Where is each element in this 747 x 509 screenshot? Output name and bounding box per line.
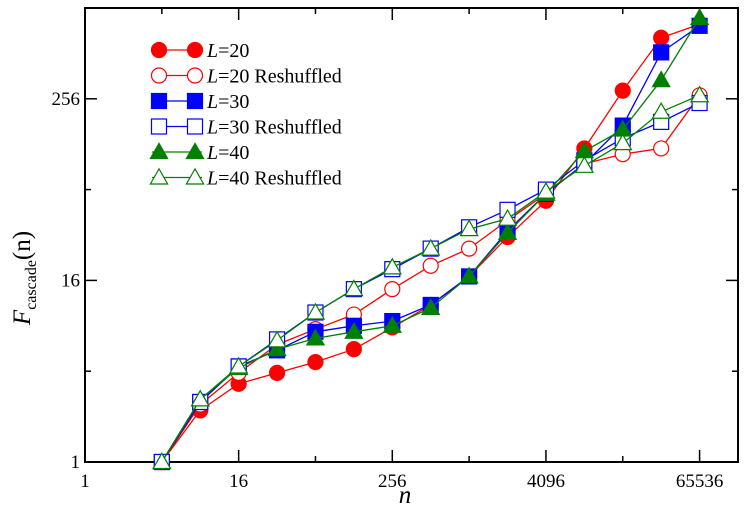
data-point — [382, 315, 402, 333]
y-tick-label: 1 — [71, 452, 81, 473]
data-point — [689, 85, 710, 103]
legend-label: L=30 Reshuffled — [206, 117, 342, 139]
data-point — [421, 238, 441, 256]
series-l-40-reshuffled — [152, 85, 710, 470]
data-point — [614, 82, 631, 99]
data-point — [653, 140, 670, 157]
data-point — [574, 155, 595, 173]
series-group — [152, 8, 710, 471]
data-point — [651, 101, 671, 119]
legend-label: L=40 Reshuffled — [206, 168, 342, 190]
data-point — [651, 70, 671, 88]
legend-item: L=40 — [149, 142, 249, 164]
legend-item: L=40 Reshuffled — [149, 167, 342, 190]
legend-item: L=20 — [150, 40, 249, 62]
legend-marker — [149, 167, 169, 185]
data-point — [422, 257, 439, 274]
legend-marker — [185, 167, 205, 185]
x-tick-label: 1 — [80, 471, 90, 492]
data-point — [307, 353, 324, 371]
data-point — [267, 330, 287, 348]
data-point — [344, 321, 364, 339]
x-axis-title: n — [399, 482, 412, 509]
legend-marker — [185, 142, 205, 160]
legend: L=20 L=20 Reshuffled L=30 L=30 Reshuffled L=… — [149, 40, 342, 190]
data-point — [344, 279, 364, 297]
data-point — [421, 298, 441, 316]
data-point — [653, 29, 670, 46]
legend-marker — [150, 41, 168, 59]
legend-label: L=20 — [206, 40, 249, 62]
data-point — [190, 389, 210, 407]
y-tick-label: 256 — [52, 89, 81, 110]
legend-marker — [186, 67, 204, 84]
legend-marker — [150, 67, 168, 84]
data-point — [305, 302, 326, 320]
legend-marker — [186, 41, 204, 59]
plot-frame — [84, 7, 739, 463]
data-point — [228, 356, 249, 374]
data-point — [497, 223, 518, 241]
axes: 1 16 256 4096 65536 1 16 256 — [52, 7, 739, 492]
legend-label: L=20 Reshuffled — [206, 66, 342, 88]
data-point — [268, 364, 286, 381]
data-point — [536, 181, 556, 199]
data-point — [497, 208, 518, 226]
legend-item: L=20 Reshuffled — [150, 66, 342, 88]
data-point — [461, 240, 478, 257]
legend-label: L=40 — [206, 142, 249, 164]
data-point — [459, 266, 479, 284]
data-point — [152, 452, 172, 470]
data-point — [459, 219, 479, 237]
x-tick-label: 16 — [229, 471, 248, 492]
data-point — [613, 133, 633, 151]
data-point — [653, 44, 670, 61]
legend-marker — [186, 92, 204, 110]
legend-marker — [149, 142, 169, 160]
x-tick-label: 256 — [378, 471, 407, 492]
y-tick-label: 16 — [61, 270, 80, 291]
data-point — [267, 339, 287, 357]
x-tick-label: 65536 — [676, 471, 724, 492]
legend-marker — [150, 118, 168, 135]
y-axis-title: Fcascade(n) — [9, 231, 40, 326]
data-point — [384, 281, 401, 298]
data-point — [345, 341, 362, 358]
data-point — [689, 8, 710, 25]
data-point — [305, 328, 326, 346]
legend-marker — [150, 92, 168, 110]
legend-item: L=30 Reshuffled — [150, 117, 342, 139]
legend-marker — [186, 118, 204, 135]
legend-item: L=30 — [150, 91, 249, 113]
x-tick-label: 4096 — [527, 471, 565, 492]
legend-label: L=30 — [206, 91, 249, 113]
data-point — [382, 257, 402, 275]
